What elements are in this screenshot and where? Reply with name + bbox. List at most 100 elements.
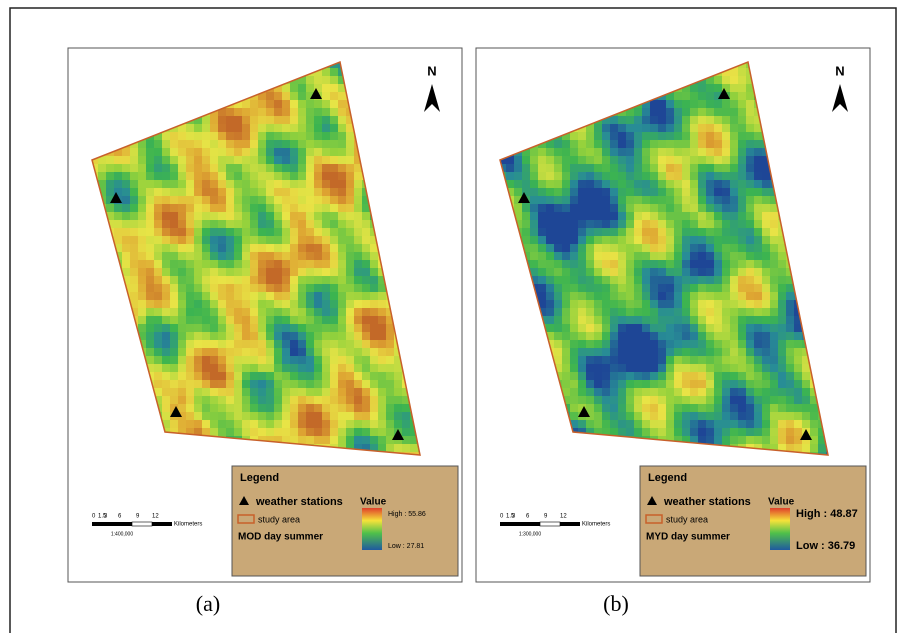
scale-ratio: 1:300,000 xyxy=(519,531,541,537)
raster-cell xyxy=(218,116,226,124)
raster-cell xyxy=(770,252,778,260)
raster-cell xyxy=(682,212,690,220)
raster-cell xyxy=(554,364,562,372)
raster-cell xyxy=(242,316,250,324)
raster-cell xyxy=(802,364,810,372)
raster-cell xyxy=(282,124,290,132)
raster-cell xyxy=(594,172,602,180)
raster-cell xyxy=(194,180,202,188)
raster-cell xyxy=(594,244,602,252)
raster-cell xyxy=(730,76,738,84)
raster-cell xyxy=(674,212,682,220)
raster-cell xyxy=(218,420,226,428)
raster-cell xyxy=(602,260,610,268)
raster-cell xyxy=(618,196,626,204)
raster-cell xyxy=(370,324,378,332)
raster-cell xyxy=(202,228,210,236)
raster-cell xyxy=(658,180,666,188)
raster-cell xyxy=(234,132,242,140)
raster-cell xyxy=(394,420,402,428)
raster-cell xyxy=(306,364,314,372)
raster-cell xyxy=(754,340,762,348)
raster-cell xyxy=(298,140,306,148)
raster-cell xyxy=(186,188,194,196)
raster-cell xyxy=(338,308,346,316)
raster-cell xyxy=(130,156,138,164)
raster-cell xyxy=(338,220,346,228)
raster-cell xyxy=(730,300,738,308)
raster-cell xyxy=(698,132,706,140)
raster-cell xyxy=(746,420,754,428)
raster-cell xyxy=(602,268,610,276)
raster-cell xyxy=(786,404,794,412)
raster-cell xyxy=(698,284,706,292)
raster-cell xyxy=(714,108,722,116)
raster-cell xyxy=(162,412,170,420)
raster-cell xyxy=(546,156,554,164)
raster-cell xyxy=(370,420,378,428)
raster-cell xyxy=(322,420,330,428)
raster-cell xyxy=(242,396,250,404)
raster-cell xyxy=(746,116,754,124)
raster-cell xyxy=(138,228,146,236)
raster-cell xyxy=(554,220,562,228)
raster-cell xyxy=(194,372,202,380)
raster-cell xyxy=(346,188,354,196)
raster-cell xyxy=(500,164,506,172)
raster-cell xyxy=(146,260,154,268)
raster-cell xyxy=(754,220,762,228)
raster-cell xyxy=(682,244,690,252)
raster-cell xyxy=(698,124,706,132)
raster-cell xyxy=(274,116,282,124)
raster-cell xyxy=(130,244,138,252)
raster-cell xyxy=(562,388,570,396)
raster-cell xyxy=(570,156,578,164)
raster-cell xyxy=(322,292,330,300)
raster-cell xyxy=(770,380,778,388)
raster-cell xyxy=(546,260,554,268)
raster-cell xyxy=(378,316,386,324)
raster-cell xyxy=(394,356,402,364)
raster-cell xyxy=(530,196,538,204)
raster-cell xyxy=(354,412,362,420)
raster-cell xyxy=(538,236,546,244)
raster-cell xyxy=(634,252,642,260)
raster-cell xyxy=(698,404,706,412)
raster-cell xyxy=(698,276,706,284)
raster-cell xyxy=(594,316,602,324)
scale-unit: Kilometers xyxy=(174,522,202,528)
raster-cell xyxy=(354,260,362,268)
raster-cell xyxy=(186,332,194,340)
raster-cell xyxy=(410,436,418,444)
raster-cell xyxy=(690,348,698,356)
legend-ramp xyxy=(362,508,382,550)
raster-cell xyxy=(674,228,682,236)
raster-cell xyxy=(546,204,554,212)
raster-cell xyxy=(250,236,258,244)
raster-cell xyxy=(354,436,362,444)
raster-cell xyxy=(610,116,618,124)
raster-cell xyxy=(706,196,714,204)
raster-cell xyxy=(298,148,306,156)
raster-cell xyxy=(658,172,666,180)
raster-cell xyxy=(178,372,186,380)
raster-cell xyxy=(786,292,794,300)
raster-cell xyxy=(682,108,690,116)
raster-cell xyxy=(170,388,178,396)
raster-cell xyxy=(290,316,298,324)
raster-cell xyxy=(738,164,746,172)
raster-cell xyxy=(762,372,770,380)
raster-cell xyxy=(698,372,706,380)
raster-cell xyxy=(282,308,290,316)
raster-cell xyxy=(602,340,610,348)
raster-cell xyxy=(762,292,770,300)
raster-cell xyxy=(594,140,602,148)
raster-cell xyxy=(154,396,162,404)
raster-cell xyxy=(770,196,778,204)
raster-cell xyxy=(738,428,746,436)
raster-cell xyxy=(594,156,602,164)
raster-cell xyxy=(746,124,754,132)
raster-cell xyxy=(154,332,162,340)
raster-cell xyxy=(322,236,330,244)
raster-cell xyxy=(170,308,178,316)
